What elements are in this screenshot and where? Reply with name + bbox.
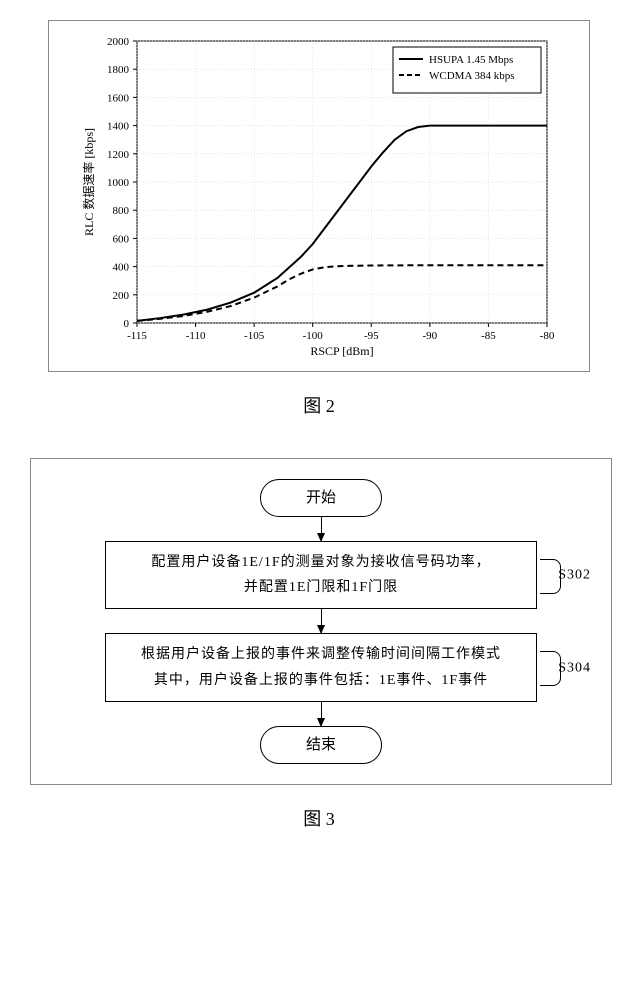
arrow-icon (321, 517, 322, 541)
svg-text:-115: -115 (127, 330, 147, 342)
flow-step-s302: 配置用户设备1E/1F的测量对象为接收信号码功率， 并配置1E门限和1F门限 S… (105, 541, 537, 609)
svg-text:-100: -100 (303, 330, 324, 342)
svg-text:WCDMA 384 kbps: WCDMA 384 kbps (429, 70, 515, 82)
svg-text:0: 0 (124, 318, 130, 330)
svg-text:-105: -105 (244, 330, 265, 342)
svg-text:RLC 数据速率 [kbps]: RLC 数据速率 [kbps] (81, 128, 96, 236)
figure-3-caption: 图 3 (30, 805, 608, 831)
svg-text:1200: 1200 (107, 149, 130, 161)
svg-text:-95: -95 (364, 330, 379, 342)
flow-end: 结束 (260, 726, 382, 764)
svg-text:2000: 2000 (107, 36, 130, 48)
svg-text:200: 200 (113, 290, 130, 302)
flow-step-s304: 根据用户设备上报的事件来调整传输时间间隔工作模式 其中，用户设备上报的事件包括：… (105, 633, 537, 701)
figure-2-caption: 图 2 (30, 392, 608, 418)
figure-2-container: -115 -110 -105 -100 -95 -90 -85 -80 0 200 400 600 80… (48, 20, 590, 372)
svg-text:600: 600 (113, 233, 130, 245)
svg-text:-80: -80 (540, 330, 555, 342)
svg-text:-85: -85 (481, 330, 496, 342)
step-id-label: S302 (558, 563, 591, 588)
flow-step-line: 其中，用户设备上报的事件包括：1E事件、1F事件 (154, 673, 488, 688)
flow-step-line: 配置用户设备1E/1F的测量对象为接收信号码功率， (151, 555, 490, 570)
line-chart: -115 -110 -105 -100 -95 -90 -85 -80 0 200 400 600 80… (79, 31, 559, 361)
svg-text:1800: 1800 (107, 64, 130, 76)
flow-end-label: 结束 (306, 737, 336, 753)
svg-text:400: 400 (113, 262, 130, 274)
flow-step-line: 并配置1E门限和1F门限 (244, 580, 398, 595)
step-id-label: S304 (558, 655, 591, 680)
figure-3-flowchart: 开始 配置用户设备1E/1F的测量对象为接收信号码功率， 并配置1E门限和1F门… (30, 458, 612, 785)
flow-start-label: 开始 (306, 490, 336, 506)
svg-text:HSUPA 1.45 Mbps: HSUPA 1.45 Mbps (429, 54, 513, 66)
flow-start: 开始 (260, 479, 382, 517)
svg-text:-90: -90 (423, 330, 438, 342)
arrow-icon (321, 702, 322, 726)
arrow-icon (321, 609, 322, 633)
svg-text:800: 800 (113, 205, 130, 217)
flow-step-line: 根据用户设备上报的事件来调整传输时间间隔工作模式 (141, 647, 501, 662)
svg-text:-110: -110 (186, 330, 206, 342)
svg-text:1000: 1000 (107, 177, 130, 189)
svg-text:1600: 1600 (107, 92, 130, 104)
svg-text:RSCP [dBm]: RSCP [dBm] (310, 344, 373, 358)
svg-text:1400: 1400 (107, 121, 130, 133)
chart-area: -115 -110 -105 -100 -95 -90 -85 -80 0 200 400 600 80… (79, 31, 559, 361)
